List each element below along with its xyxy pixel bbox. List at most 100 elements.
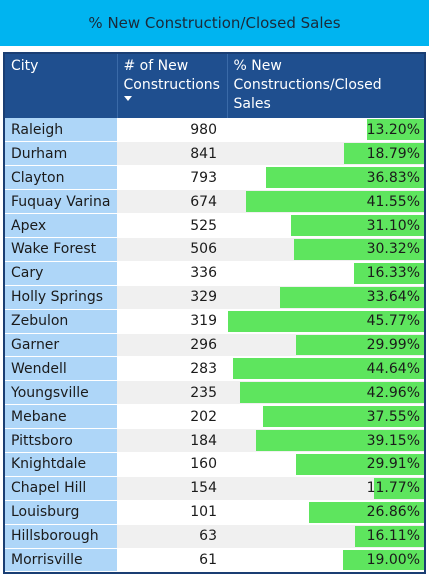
cell-pct-value: 16.33% [366, 265, 420, 282]
cell-pct-value: 29.99% [366, 336, 420, 353]
cell-new-constructions: 160 [117, 452, 227, 477]
table-row[interactable]: Youngsville 235 42.96% [5, 380, 424, 406]
cell-city: Youngsville [5, 380, 117, 406]
table-row[interactable]: Wendell 283 44.64% [5, 356, 424, 382]
table-row[interactable]: Fuquay Varina 674 41.55% [5, 189, 424, 215]
cell-pct-value: 33.64% [366, 289, 420, 306]
cell-pct-new-constructions: 11.77% [227, 476, 424, 501]
cell-pct-value: 37.55% [366, 408, 420, 425]
cell-new-constructions: 319 [117, 309, 227, 334]
table-row[interactable]: Chapel Hill 154 11.77% [5, 476, 424, 501]
cell-city: Chapel Hill [5, 476, 117, 501]
data-bar [290, 215, 424, 236]
cell-city: Mebane [5, 404, 117, 430]
cell-new-constructions: 329 [117, 285, 227, 310]
cell-new-constructions: 296 [117, 333, 227, 358]
cell-city: Holly Springs [5, 285, 117, 310]
cell-pct-value: 31.10% [366, 217, 420, 234]
cell-pct-value: 19.00% [366, 551, 420, 568]
cell-pct-value: 29.91% [366, 456, 420, 473]
column-header-new-constructions-label-line1: # of New [123, 58, 189, 74]
column-header-pct-new-constructions[interactable]: % New Constructions/Closed Sales [226, 54, 424, 118]
data-bar [373, 477, 424, 499]
cell-city: Pittsboro [5, 428, 117, 453]
cell-city: Hillsborough [5, 524, 117, 549]
table-row[interactable]: Louisburg 101 26.86% [5, 500, 424, 525]
column-header-new-constructions-label-line2: Constructions [123, 77, 220, 93]
column-header-new-constructions[interactable]: # of New Constructions [116, 54, 227, 118]
cell-new-constructions: 283 [117, 356, 227, 382]
data-bar [279, 286, 424, 308]
cell-pct-value: 11.77% [366, 480, 420, 497]
cell-pct-new-constructions: 44.64% [227, 356, 424, 382]
table-row[interactable]: Apex 525 31.10% [5, 213, 424, 238]
cell-pct-value: 16.11% [366, 528, 420, 545]
cell-new-constructions: 674 [117, 189, 227, 215]
cell-pct-new-constructions: 30.32% [227, 237, 424, 262]
table-row[interactable]: Wake Forest 506 30.32% [5, 237, 424, 262]
table-row[interactable]: Holly Springs 329 33.64% [5, 285, 424, 310]
cell-city: Raleigh [5, 118, 117, 143]
cell-new-constructions: 101 [117, 500, 227, 525]
cell-pct-new-constructions: 33.64% [227, 285, 424, 310]
cell-new-constructions: 525 [117, 213, 227, 238]
cell-pct-new-constructions: 36.83% [227, 165, 424, 191]
cell-city: Knightdale [5, 452, 117, 477]
cell-new-constructions: 61 [117, 548, 227, 573]
cell-new-constructions: 184 [117, 428, 227, 453]
data-bar [308, 501, 424, 523]
cell-new-constructions: 980 [117, 118, 227, 143]
cell-city: Wake Forest [5, 237, 117, 262]
cell-new-constructions: 841 [117, 141, 227, 167]
table-row[interactable]: Zebulon 319 45.77% [5, 309, 424, 334]
cell-pct-new-constructions: 16.33% [227, 261, 424, 286]
table-row[interactable]: Clayton 793 36.83% [5, 165, 424, 191]
cell-city: Durham [5, 141, 117, 167]
cell-city: Clayton [5, 165, 117, 191]
cell-new-constructions: 154 [117, 476, 227, 501]
table-row[interactable]: Cary 336 16.33% [5, 261, 424, 286]
data-bar [294, 238, 424, 260]
table-row[interactable]: Hillsborough 63 16.11% [5, 524, 424, 549]
cell-new-constructions: 235 [117, 380, 227, 406]
table-row[interactable]: Knightdale 160 29.91% [5, 452, 424, 477]
data-bar [263, 406, 424, 428]
cell-city: Cary [5, 261, 117, 286]
data-bar [343, 143, 424, 165]
cell-pct-value: 30.32% [366, 241, 420, 258]
sort-descending-icon[interactable] [123, 96, 132, 101]
cell-city: Garner [5, 333, 117, 358]
cell-city: Zebulon [5, 309, 117, 334]
cell-pct-value: 26.86% [366, 504, 420, 521]
cell-pct-new-constructions: 42.96% [227, 380, 424, 406]
column-header-city[interactable]: City [5, 54, 117, 118]
data-bar [256, 430, 424, 451]
cell-pct-value: 41.55% [366, 193, 420, 210]
table-row[interactable]: Mebane 202 37.55% [5, 404, 424, 430]
header-row: City # of New Constructions % New Constr… [5, 54, 424, 118]
data-bar [240, 382, 424, 404]
data-bar [266, 167, 424, 189]
cell-pct-new-constructions: 26.86% [227, 500, 424, 525]
table-row[interactable]: Garner 296 29.99% [5, 333, 424, 358]
cell-pct-new-constructions: 45.77% [227, 309, 424, 334]
cell-pct-new-constructions: 19.00% [227, 548, 424, 573]
cell-pct-new-constructions: 31.10% [227, 213, 424, 238]
cell-new-constructions: 336 [117, 261, 227, 286]
cell-pct-new-constructions: 18.79% [227, 141, 424, 167]
cell-pct-value: 13.20% [366, 121, 420, 138]
table-row[interactable]: Durham 841 18.79% [5, 141, 424, 167]
data-bar [295, 334, 424, 356]
data-bar [354, 262, 424, 284]
table-row[interactable]: Raleigh 980 13.20% [5, 118, 424, 143]
cell-city: Morrisville [5, 548, 117, 573]
data-table: City # of New Constructions % New Constr… [3, 52, 426, 574]
cell-pct-new-constructions: 37.55% [227, 404, 424, 430]
table-row[interactable]: Pittsboro 184 39.15% [5, 428, 424, 453]
cell-pct-value: 18.79% [366, 145, 420, 162]
table-body: Raleigh 980 13.20% Durham 841 18.79% Clayton 79… [5, 118, 424, 573]
cell-pct-value: 42.96% [366, 384, 420, 401]
visual-title-text: % New Construction/Closed Sales [88, 14, 341, 32]
table-row[interactable]: Morrisville 61 19.00% [5, 548, 424, 573]
cell-new-constructions: 506 [117, 237, 227, 262]
